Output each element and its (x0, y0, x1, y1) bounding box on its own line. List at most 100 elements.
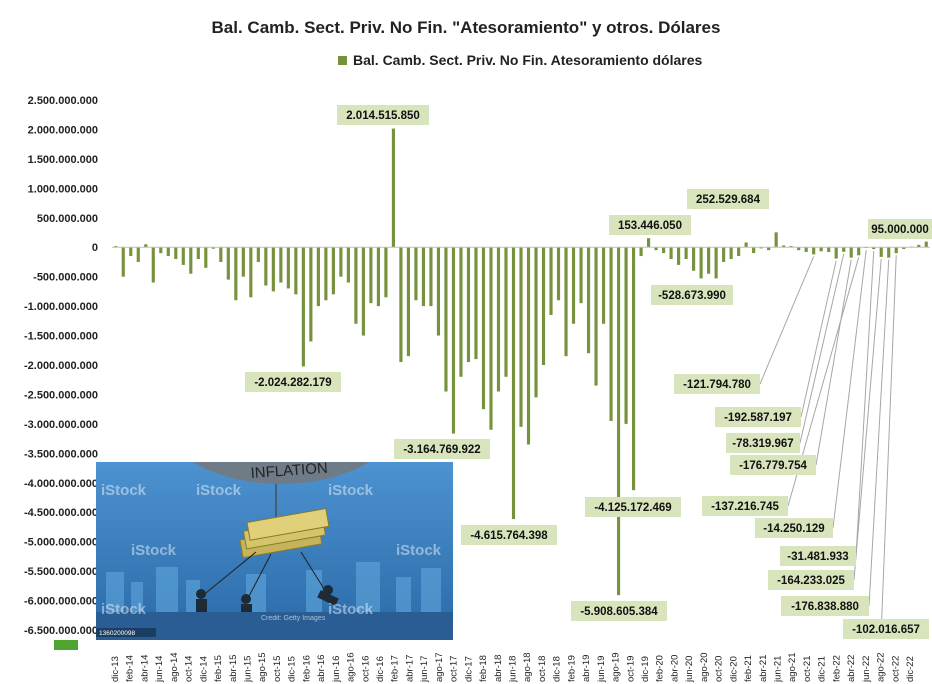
x-tick-label: ago-16 (346, 652, 357, 682)
x-tick-label: jun-16 (331, 656, 342, 683)
bar (797, 247, 801, 251)
x-tick-label: abr-21 (758, 655, 769, 682)
data-label: -102.016.657 (852, 624, 920, 636)
bar (331, 247, 335, 295)
x-tick-label: jun-21 (773, 656, 784, 683)
bar (564, 247, 568, 357)
x-tick-label: abr-19 (581, 655, 592, 682)
bar (121, 247, 125, 277)
leader-line (855, 251, 875, 557)
x-tick-label: ago-18 (522, 652, 533, 682)
bar (722, 247, 726, 262)
bar (256, 247, 260, 262)
x-tick-label: ago-22 (876, 652, 887, 682)
bar (579, 247, 583, 304)
bar (189, 247, 193, 274)
bar (812, 247, 816, 255)
x-tick-label: dic-16 (375, 656, 386, 682)
x-tick-label: jun-18 (508, 656, 519, 683)
bar (151, 247, 155, 283)
y-tick-label: 500.000.000 (37, 213, 98, 225)
x-tick-label: abr-15 (228, 655, 239, 682)
bar (451, 247, 456, 434)
x-tick-label: oct-17 (449, 656, 460, 682)
data-label: -4.125.172.469 (594, 502, 671, 514)
bar (857, 247, 861, 256)
bar (692, 247, 696, 271)
data-label: -164.233.025 (777, 575, 845, 587)
bar (474, 247, 478, 360)
bar (481, 247, 486, 410)
bar (571, 247, 576, 324)
bar (211, 247, 215, 249)
bar (399, 247, 403, 363)
bar (669, 247, 673, 259)
data-label: -3.164.769.922 (403, 444, 480, 456)
bar (729, 247, 733, 259)
y-tick-label: -1.500.000.000 (24, 331, 98, 343)
bar (834, 247, 838, 259)
y-tick-label: 2.000.000.000 (28, 124, 98, 136)
legend-label: Bal. Camb. Sect. Priv. No Fin. Atesorami… (353, 52, 703, 68)
y-tick-label: -500.000.000 (33, 272, 98, 284)
x-tick-label: ago-14 (169, 652, 180, 682)
y-tick-label: -4.500.000.000 (24, 507, 98, 519)
bar (894, 247, 898, 254)
data-label-box (755, 518, 833, 538)
bar (489, 247, 493, 430)
bar (144, 244, 148, 248)
watermark-text: iStock (131, 542, 177, 559)
x-axis: dic-13 feb-14 abr-14 jun-14 ago-14 oct-14 dic-… (110, 246, 930, 683)
bar (684, 247, 688, 259)
data-label-box (585, 497, 681, 517)
bar (586, 247, 591, 354)
x-tick-label: dic-22 (905, 656, 916, 682)
data-label: -14.250.129 (763, 523, 824, 535)
bar (526, 247, 531, 445)
balloon-text: INFLATION (250, 462, 328, 482)
x-tick-label: jun-14 (154, 656, 165, 683)
y-tick-label: -5.000.000.000 (24, 537, 98, 549)
leader-line (759, 256, 815, 385)
y-tick-label: -4.000.000.000 (24, 478, 98, 490)
bar (324, 247, 328, 301)
bar (924, 241, 928, 248)
bar (699, 247, 703, 279)
bar (279, 247, 283, 283)
green-marker (54, 640, 78, 650)
y-axis: 2.500.000.000 2.000.000.000 1.500.000.000 1… (24, 95, 98, 637)
x-tick-label: feb-20 (655, 655, 666, 682)
x-tick-label: ago-15 (257, 652, 268, 682)
bar (511, 247, 516, 520)
watermark-text: iStock (396, 542, 442, 559)
leader-line (868, 259, 890, 607)
bar (887, 247, 891, 258)
bar (819, 247, 823, 252)
x-tick-label: feb-17 (390, 655, 401, 682)
leader-line (815, 259, 852, 466)
chart-title: Bal. Camb. Sect. Priv. No Fin. "Atesoram… (211, 18, 721, 37)
bar (234, 247, 238, 301)
y-tick-label: -2.000.000.000 (24, 360, 98, 372)
data-label: -2.024.282.179 (254, 377, 331, 389)
data-label-box (687, 189, 769, 209)
bar (459, 247, 463, 377)
bar (639, 247, 643, 257)
data-label-box (781, 596, 869, 616)
photo-id: 1360200098 (99, 630, 136, 637)
x-tick-label: feb-18 (478, 655, 489, 682)
data-label-box (702, 496, 788, 516)
data-label-box (461, 525, 557, 545)
data-label-box (868, 219, 932, 239)
x-tick-label: jun-15 (243, 656, 254, 683)
bar (346, 247, 350, 283)
bar (114, 246, 118, 248)
bar (354, 247, 358, 324)
bar (294, 247, 298, 295)
data-label: -528.673.990 (658, 290, 726, 302)
bar (849, 247, 853, 258)
bar (286, 247, 290, 289)
data-label-box (609, 215, 691, 235)
x-tick-label: abr-14 (139, 655, 150, 682)
